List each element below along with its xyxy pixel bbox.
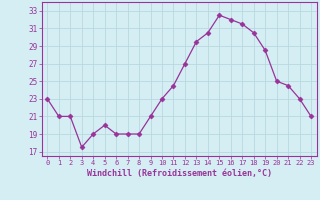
X-axis label: Windchill (Refroidissement éolien,°C): Windchill (Refroidissement éolien,°C) [87,169,272,178]
